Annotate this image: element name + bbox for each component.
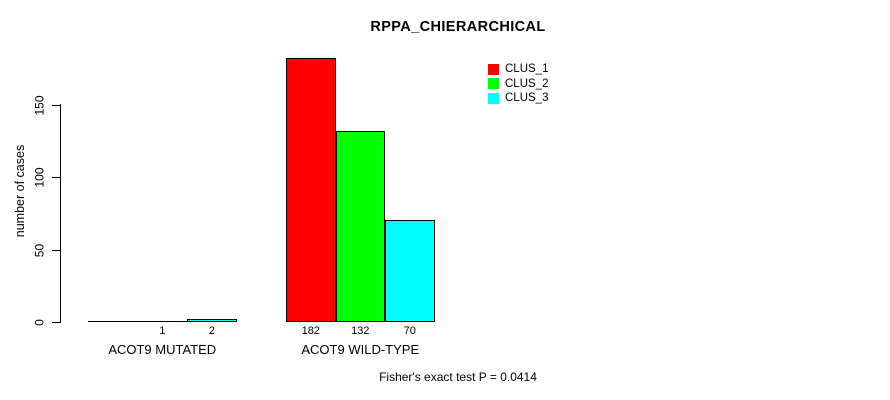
legend: CLUS_1 CLUS_2 CLUS_3 (488, 62, 548, 106)
bar-clus_1-acot9-wild-type (286, 58, 336, 322)
x-category-label-acot9-mutated: ACOT9 MUTATED (108, 342, 217, 357)
y-axis-tick (52, 105, 60, 106)
y-axis-line (60, 104, 61, 323)
bar-count-label: 70 (403, 325, 416, 337)
legend-item-clus_3: CLUS_3 (488, 91, 548, 106)
y-axis-tick-label: 50 (32, 243, 47, 258)
bar-clus_2-acot9-wild-type (335, 131, 385, 322)
y-axis-tick (52, 177, 60, 178)
bar-count-label: 182 (301, 325, 320, 337)
bar-count-label: 2 (208, 325, 215, 337)
legend-item-clus_2: CLUS_2 (488, 77, 548, 92)
legend-label: CLUS_2 (505, 77, 549, 90)
bar-count-label: 1 (159, 325, 166, 337)
bar-count-label: 132 (351, 325, 370, 337)
legend-swatch-clus_2 (488, 78, 499, 90)
y-axis-label: number of cases (13, 144, 27, 238)
bar-clus_3-acot9-mutated (187, 319, 237, 322)
x-category-label-acot9-wild-type: ACOT9 WILD-TYPE (301, 342, 420, 357)
y-axis-tick-label: 100 (32, 167, 47, 188)
legend-label: CLUS_3 (505, 92, 549, 105)
chart-title: RPPA_CHIERARCHICAL (370, 19, 546, 35)
bar-clus_3-acot9-wild-type (385, 220, 435, 322)
legend-item-clus_1: CLUS_1 (488, 62, 548, 77)
y-axis-tick (52, 250, 60, 251)
bar-clus_1-acot9-mutated (88, 321, 138, 322)
y-axis-tick-label: 150 (32, 95, 47, 116)
y-axis-tick-label: 0 (32, 319, 47, 326)
y-axis-tick (52, 322, 60, 323)
bar-clus_2-acot9-mutated (137, 321, 187, 322)
legend-label: CLUS_1 (505, 63, 549, 76)
legend-swatch-clus_3 (488, 92, 499, 104)
annotation-text: Fisher's exact test P = 0.0414 (379, 370, 537, 384)
legend-swatch-clus_1 (488, 63, 499, 75)
